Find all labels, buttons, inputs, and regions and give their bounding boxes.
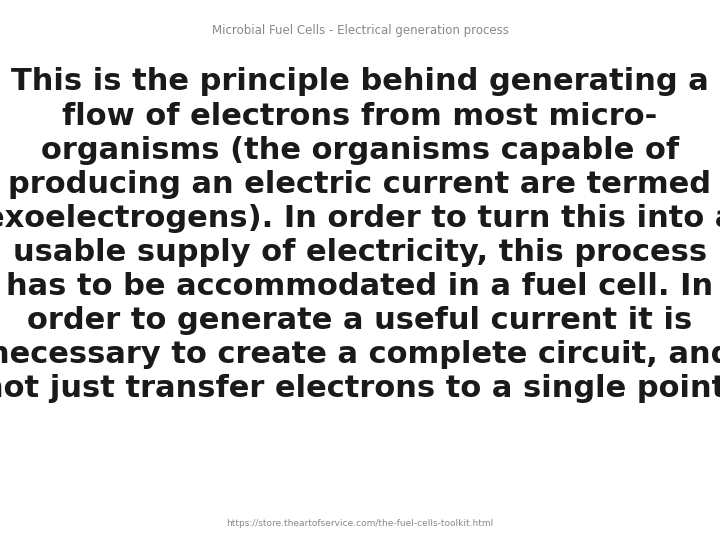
Text: This is the principle behind generating a
flow of electrons from most micro-
org: This is the principle behind generating … [0,68,720,403]
Text: https://store.theartofservice.com/the-fuel-cells-toolkit.html: https://store.theartofservice.com/the-fu… [226,519,494,528]
Text: Microbial Fuel Cells - Electrical generation process: Microbial Fuel Cells - Electrical genera… [212,24,508,37]
